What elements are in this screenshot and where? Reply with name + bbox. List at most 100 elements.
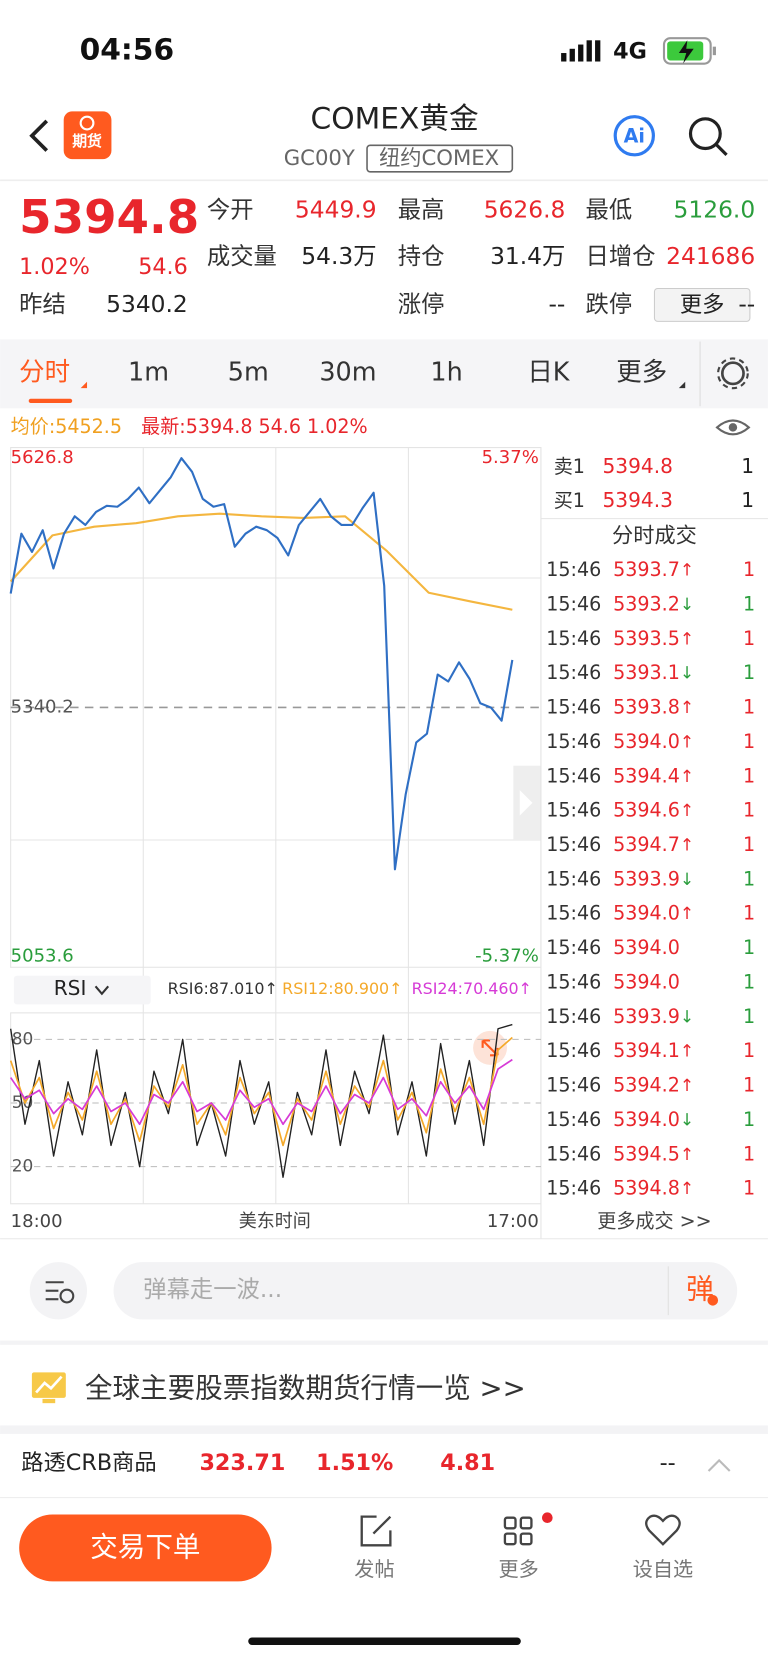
depth-price: 5394.8 <box>602 454 672 478</box>
field-label: 持仓 <box>398 242 445 270</box>
clock: 04:56 <box>80 32 175 67</box>
trade-vol: 1 <box>743 833 755 856</box>
title: COMEX黄金 <box>311 101 479 136</box>
ticker-extra: -- <box>660 1450 676 1476</box>
indicator-name[interactable]: RSI <box>54 976 87 1000</box>
trade-time: 15:46 <box>546 833 601 856</box>
trade-price: 5394.0 <box>613 730 680 753</box>
tab[interactable]: 5m <box>228 357 269 387</box>
trade-vol: 1 <box>743 730 755 753</box>
button-dot <box>707 1294 719 1306</box>
trade-dir: ↓ <box>680 869 694 889</box>
badge <box>542 1512 553 1524</box>
nav-label[interactable]: 设自选 <box>633 1557 693 1581</box>
x-tick-label: 17:00 <box>487 1211 539 1232</box>
comment-settings-icon <box>45 1281 75 1304</box>
trade-time: 15:46 <box>546 661 601 684</box>
line <box>9 1058 513 1126</box>
more-button[interactable] <box>653 287 751 322</box>
tab-caret <box>678 381 686 389</box>
pct-tick-label: -5.37% <box>475 946 539 967</box>
trade-time: 15:46 <box>546 970 601 993</box>
trade-dir: ↑ <box>680 731 694 751</box>
more-trades[interactable]: 更多成交 >> <box>597 1209 711 1232</box>
watch-icon[interactable] <box>645 1514 681 1546</box>
trade-label[interactable]: 交易下单 <box>90 1530 200 1563</box>
ai-label[interactable]: Ai <box>624 124 645 147</box>
ticker-pct: 1.51% <box>316 1450 393 1476</box>
trade-time: 15:46 <box>546 1074 601 1097</box>
eye-button[interactable] <box>715 419 751 436</box>
trade-vol: 1 <box>743 1074 755 1097</box>
trade-time: 15:46 <box>546 1108 601 1131</box>
y-tick-label: 5626.8 <box>11 447 74 468</box>
trade-vol: 1 <box>743 902 755 925</box>
trade-price: 5394.2 <box>613 1074 680 1097</box>
more-label[interactable]: 更多 <box>680 292 725 318</box>
trade-price: 5394.7 <box>613 833 680 856</box>
ai-button[interactable] <box>613 115 655 157</box>
trade-dir: ↑ <box>680 1144 694 1164</box>
tab[interactable]: 1h <box>430 357 462 387</box>
signal-icon <box>561 40 601 62</box>
indicator-selector[interactable] <box>13 975 151 1005</box>
ticker-expand[interactable] <box>707 1458 731 1472</box>
comment-input[interactable] <box>113 1262 738 1320</box>
back-button[interactable] <box>29 119 49 152</box>
tab[interactable]: 1m <box>128 357 169 387</box>
x-tick-label: 18:00 <box>11 1211 63 1232</box>
field-value: 5449.9 <box>295 196 377 224</box>
separator <box>0 1425 768 1434</box>
logo[interactable] <box>63 111 112 160</box>
trade-price: 5393.5 <box>613 627 680 650</box>
trade-dir: ↑ <box>680 560 694 580</box>
line <box>9 457 514 871</box>
nav-label[interactable]: 发帖 <box>354 1557 394 1581</box>
tab[interactable]: 日K <box>527 357 570 387</box>
expand-icon <box>481 1039 499 1057</box>
depth-label: 卖1 <box>554 455 585 478</box>
trade-vol: 1 <box>743 558 755 581</box>
tab[interactable]: 更多 <box>616 357 667 387</box>
field-value: 31.4万 <box>490 242 565 270</box>
y-tick-label: 80 <box>12 1028 34 1048</box>
field-value: -- <box>549 290 566 318</box>
trade-vol: 1 <box>743 799 755 822</box>
trade-dir: ↓ <box>680 1109 694 1129</box>
banner-text[interactable]: 全球主要股票指数期货行情一览 >> <box>85 1371 526 1404</box>
trade-price: 5394.8 <box>613 1177 680 1200</box>
search-button[interactable] <box>688 117 728 156</box>
field-label: 涨停 <box>398 290 445 318</box>
legend-entry: RSI12:80.900↑ <box>282 979 402 998</box>
trade-price: 5394.0 <box>613 970 680 993</box>
ticker-price: 323.71 <box>199 1450 285 1476</box>
nav-label[interactable]: 更多 <box>499 1557 539 1581</box>
logo-mark <box>79 115 95 131</box>
trade-vol: 1 <box>743 867 755 890</box>
tab-caret <box>80 381 88 389</box>
change: 54.6 <box>138 254 188 280</box>
trade-price: 5393.9 <box>613 867 680 890</box>
baseline-label: 5340.2 <box>11 696 74 717</box>
tab[interactable]: 分时 <box>19 357 70 387</box>
tab[interactable]: 30m <box>319 357 376 387</box>
trade-price: 5393.1 <box>613 661 680 684</box>
change-pct: 1.02% <box>19 254 90 280</box>
trade-time: 15:46 <box>546 558 601 581</box>
more-icon[interactable] <box>503 1516 533 1546</box>
field-value: 5340.2 <box>106 290 188 318</box>
trade-dir: ↑ <box>680 903 694 923</box>
post-icon[interactable] <box>360 1515 392 1547</box>
tab-underline <box>28 398 73 404</box>
trade-vol: 1 <box>743 764 755 787</box>
logo-text: 期货 <box>72 132 102 150</box>
trade-price: 5394.0 <box>613 902 680 925</box>
trade-vol: 1 <box>743 592 755 615</box>
field-label: 最低 <box>586 196 633 224</box>
trade-time: 15:46 <box>546 799 601 822</box>
field-value: 5126.0 <box>674 196 756 224</box>
trade-button[interactable] <box>19 1514 272 1582</box>
settings-button[interactable] <box>717 357 749 390</box>
